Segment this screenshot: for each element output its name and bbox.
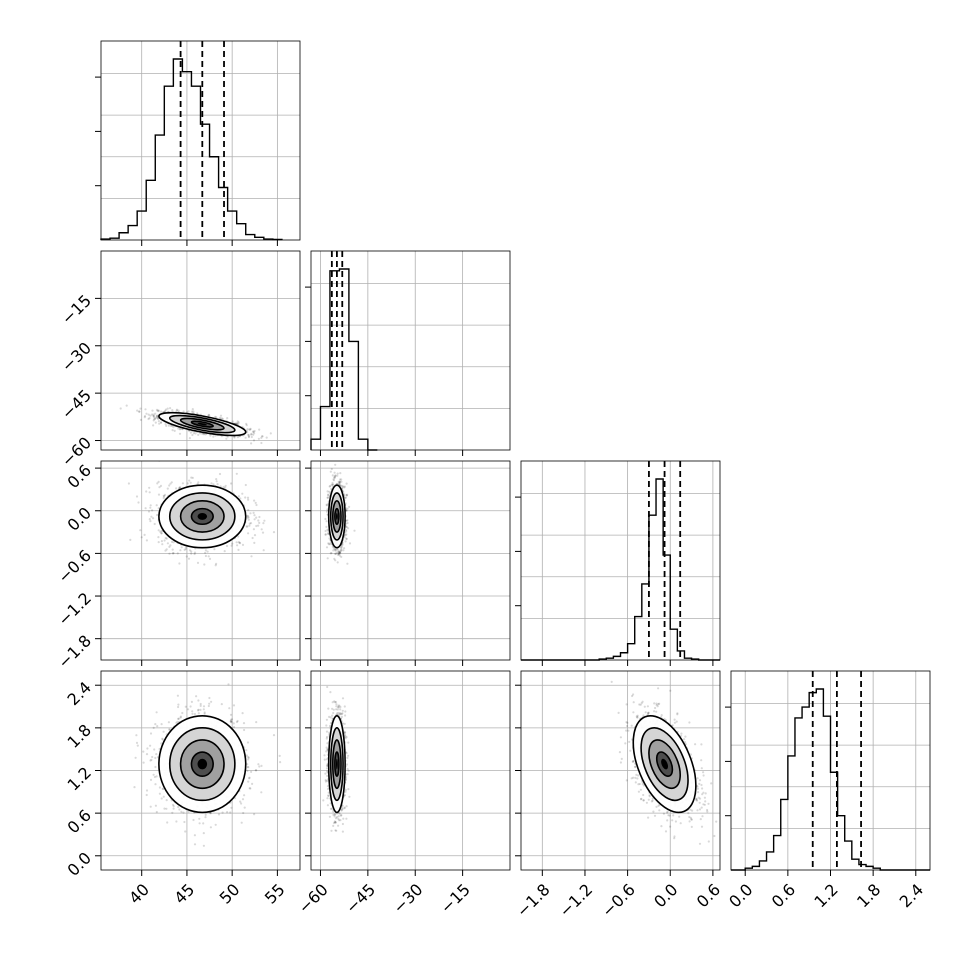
density-peak — [336, 758, 338, 770]
y-tick-label-2-0: −1.8 — [54, 631, 95, 672]
histogram-step-2 — [521, 478, 720, 661]
density-peak — [197, 758, 208, 770]
density-peak — [336, 512, 338, 520]
density-peak — [197, 422, 208, 426]
x-tick-label-0-1: 45 — [170, 880, 198, 908]
x-tick-label-1-2: −30 — [389, 880, 426, 917]
histogram-panel-3 — [725, 670, 931, 876]
x-tick-label-0-2: 50 — [216, 880, 244, 908]
density-panel-1-2 — [305, 460, 511, 666]
y-tick-label-1-3: −15 — [58, 291, 95, 328]
histogram-step-1 — [310, 268, 378, 451]
y-tick-label-3-0: 0.0 — [64, 848, 95, 879]
y-tick-label-1-1: −45 — [58, 386, 95, 423]
y-tick-label-3-3: 1.8 — [64, 720, 95, 751]
x-tick-label-1-1: −45 — [342, 880, 379, 917]
x-tick-label-3-3: 1.8 — [853, 880, 884, 911]
x-tick-label-2-1: −1.2 — [555, 880, 596, 921]
density-peak — [197, 512, 208, 520]
density-panel-0-3 — [95, 670, 301, 876]
histogram-panel-0 — [95, 40, 301, 246]
density-panel-0-2 — [95, 460, 301, 666]
density-panel-0-1 — [95, 250, 301, 456]
density-peak — [661, 758, 669, 770]
density-panel-2-3 — [515, 670, 721, 876]
histogram-panel-2 — [515, 460, 721, 666]
x-tick-label-2-0: −1.8 — [513, 880, 554, 921]
x-tick-label-2-4: 0.6 — [693, 880, 724, 911]
histogram-panel-1 — [305, 250, 511, 456]
x-tick-label-0-3: 55 — [261, 880, 289, 908]
density-panel-1-3 — [305, 670, 511, 876]
x-tick-label-1-0: −60 — [294, 880, 331, 917]
x-tick-label-3-2: 1.2 — [810, 880, 841, 911]
x-tick-label-3-1: 0.6 — [768, 880, 799, 911]
y-tick-label-2-2: −0.6 — [54, 546, 95, 587]
y-tick-label-3-2: 1.2 — [64, 763, 95, 794]
x-tick-label-0-0: 40 — [125, 880, 153, 908]
x-tick-label-2-3: 0.0 — [650, 880, 681, 911]
x-tick-label-3-0: 0.0 — [725, 880, 756, 911]
x-tick-label-2-2: −0.6 — [598, 880, 639, 921]
x-tick-label-1-3: −15 — [437, 880, 474, 917]
y-tick-label-2-1: −1.2 — [54, 589, 95, 630]
histogram-step-3 — [731, 688, 930, 871]
y-tick-label-3-1: 0.6 — [64, 806, 95, 837]
x-tick-label-3-4: 2.4 — [896, 880, 927, 911]
y-tick-label-1-2: −30 — [58, 338, 95, 375]
y-tick-label-3-4: 2.4 — [64, 678, 95, 709]
histogram-step-0 — [100, 58, 283, 241]
y-tick-label-2-3: 0.0 — [64, 503, 95, 534]
